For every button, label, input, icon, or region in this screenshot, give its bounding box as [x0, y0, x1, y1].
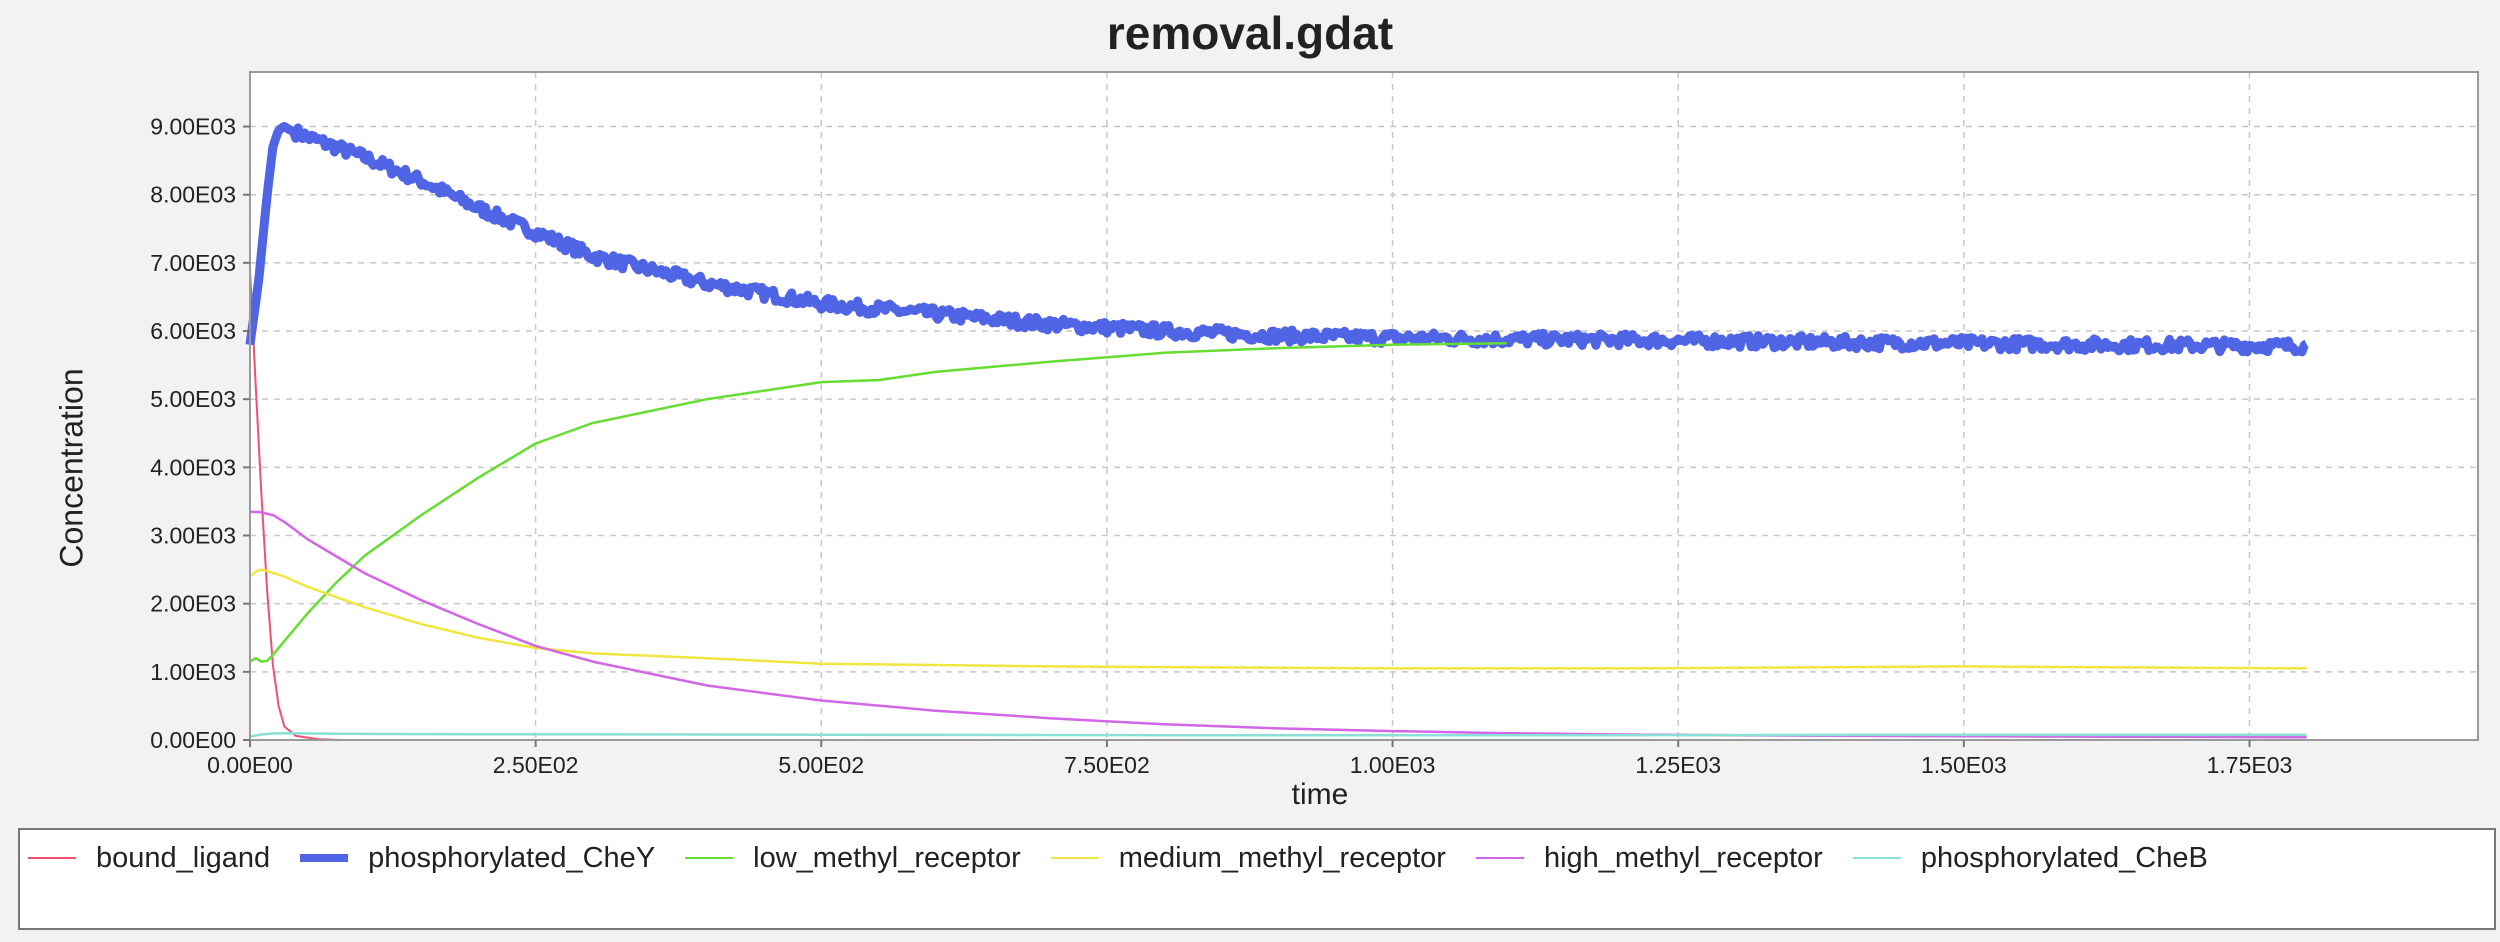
legend-item-phosphorylated_CheY: phosphorylated_CheY: [300, 836, 655, 880]
y-tick-label: 0.00E00: [150, 727, 236, 753]
legend-swatch: [1852, 857, 1901, 859]
y-tick-label: 7.00E03: [150, 250, 236, 276]
legend-label: phosphorylated_CheY: [368, 841, 656, 874]
y-tick-label: 8.00E03: [150, 182, 236, 208]
y-tick-label: 2.00E03: [150, 591, 236, 617]
series-line-medium_methyl_receptor: [249, 568, 2307, 670]
legend-swatch: [1050, 857, 1099, 859]
legend-item-high_methyl_receptor: high_methyl_receptor: [1475, 836, 1823, 880]
x-tick-label: 7.50E02: [1064, 752, 1150, 778]
legend-item-medium_methyl_receptor: medium_methyl_receptor: [1050, 836, 1446, 880]
x-tick-label: 1.25E03: [1635, 752, 1721, 778]
x-tick-label: 0.00E00: [207, 752, 293, 778]
legend-swatch: [1475, 857, 1524, 859]
legend-item-low_methyl_receptor: low_methyl_receptor: [685, 836, 1021, 880]
y-tick-label: 9.00E03: [150, 114, 236, 140]
legend-swatch: [300, 854, 349, 862]
legend-item-bound_ligand: bound_ligand: [28, 836, 270, 880]
y-tick-label: 5.00E03: [150, 386, 236, 412]
plot-area: [250, 72, 2478, 740]
y-tick-label: 6.00E03: [150, 318, 236, 344]
y-tick-label: 4.00E03: [150, 454, 236, 480]
legend-label: high_methyl_receptor: [1543, 841, 1823, 874]
series-line-phosphorylated_CheY: [245, 122, 2309, 357]
legend-label: low_methyl_receptor: [753, 841, 1021, 874]
y-tick-label: 3.00E03: [150, 523, 236, 549]
plot-frame: [249, 71, 2479, 741]
chart-title: removal.gdat: [1106, 7, 1394, 59]
legend-swatch: [28, 857, 76, 859]
legend-label: phosphorylated_CheB: [1920, 841, 2208, 874]
series-line-phosphorylated_CheB: [249, 731, 2307, 738]
legend-label: medium_methyl_receptor: [1118, 841, 1446, 874]
x-tick-label: 5.00E02: [778, 752, 864, 778]
y-tick-label: 1.00E03: [150, 659, 236, 685]
series-line-low_methyl_receptor: [249, 342, 1507, 663]
x-tick-label: 2.50E02: [493, 752, 579, 778]
x-axis-label: time: [1291, 778, 1349, 811]
legend-swatch: [685, 857, 734, 859]
x-tick-label: 1.50E03: [1921, 752, 2007, 778]
x-tick-label: 1.75E03: [2207, 752, 2293, 778]
legend-item-phosphorylated_CheB: phosphorylated_CheB: [1852, 836, 2208, 880]
x-tick-label: 1.00E03: [1350, 752, 1436, 778]
legend-label: bound_ligand: [96, 841, 271, 874]
legend: bound_ligand phosphorylated_CheY low_methy…: [18, 828, 2496, 930]
